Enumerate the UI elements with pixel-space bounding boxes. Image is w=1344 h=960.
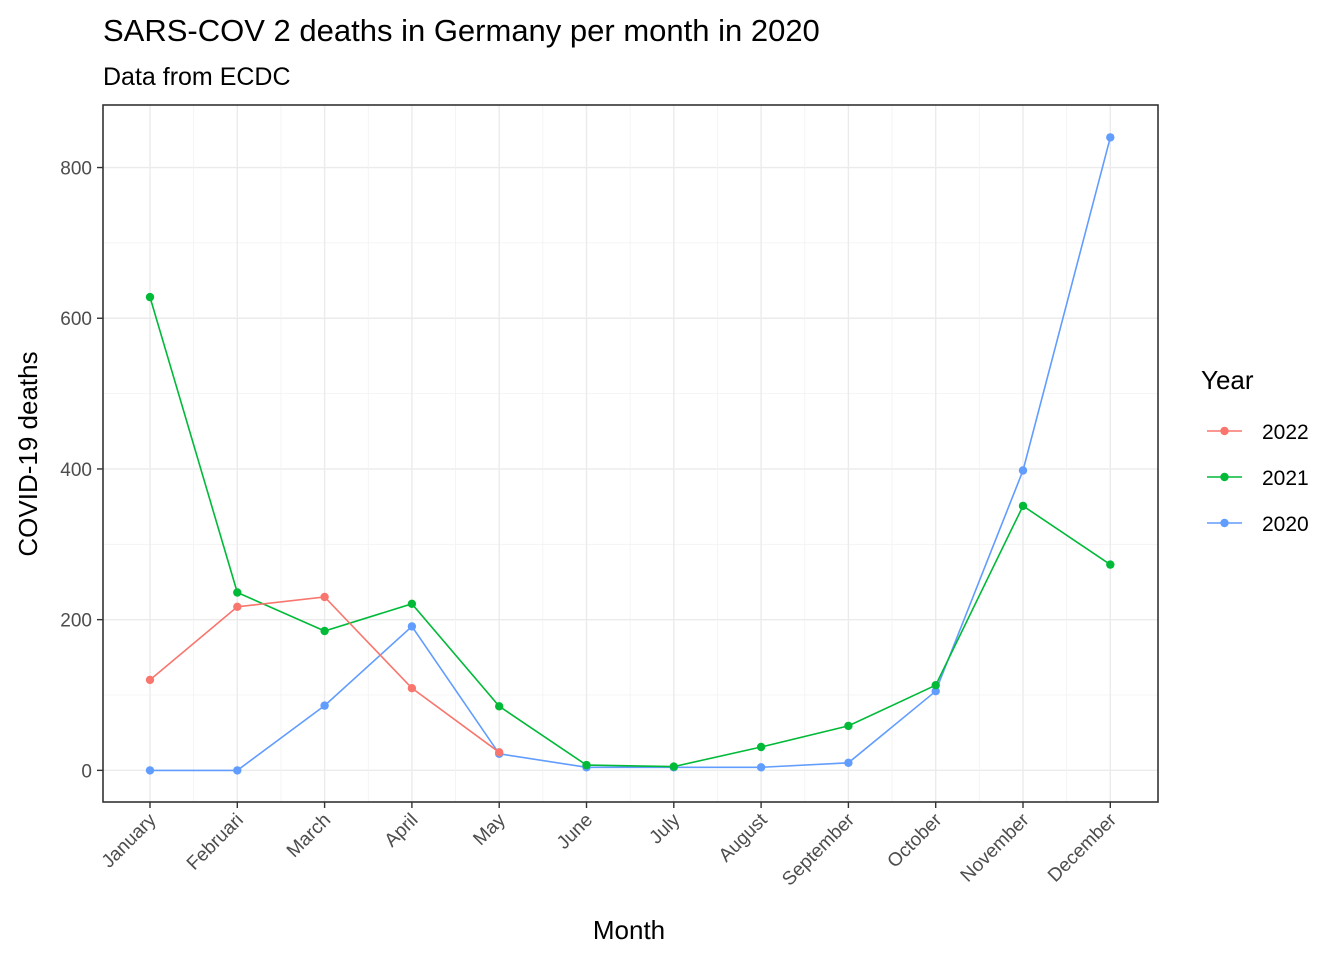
data-point-2020 (1106, 133, 1115, 142)
data-point-2021 (1106, 560, 1115, 569)
y-tick-label: 600 (60, 309, 92, 330)
data-point-2021 (844, 721, 853, 731)
data-point-2022 (320, 592, 329, 602)
data-point-2022 (233, 602, 242, 611)
legend-label: 2022 (1262, 421, 1309, 444)
x-tick-label: January (98, 809, 161, 872)
grid-lines (103, 105, 1158, 802)
x-tick-label: March (283, 810, 335, 862)
x-tick-label: July (646, 809, 685, 848)
data-point-2021 (1018, 501, 1028, 511)
legend-key-point (1220, 426, 1229, 436)
data-point-2021 (233, 588, 242, 597)
series-line-2021 (149, 296, 1111, 768)
legend-label: 2020 (1262, 513, 1309, 536)
chart-subtitle: Data from ECDC (103, 63, 291, 91)
y-tick-label: 400 (60, 460, 92, 481)
y-tick-label: 800 (60, 159, 92, 180)
y-axis-title: COVID-19 deaths (13, 351, 43, 556)
axes: 0 200 400 600 800 January Februari March April Ma… (60, 159, 1121, 891)
x-tick-label: August (715, 809, 772, 866)
data-point-2020 (1018, 466, 1028, 475)
data-point-2020 (407, 622, 417, 631)
legend-item-2021: 2021 (1207, 467, 1309, 490)
legend-key-point (1220, 518, 1229, 528)
data-point-2020 (320, 701, 329, 710)
legend-item-2020: 2020 (1207, 513, 1309, 536)
data-point-2022 (145, 675, 155, 685)
x-tick-label: May (469, 809, 510, 850)
legend-key-point (1220, 472, 1229, 482)
data-point-2021 (669, 762, 678, 771)
legend-label: 2021 (1262, 467, 1309, 490)
x-tick-label: November (957, 809, 1034, 886)
series-2022 (145, 592, 504, 757)
x-tick-label: October (884, 809, 947, 872)
data-point-2021 (407, 599, 417, 608)
x-axis-title: Month (593, 915, 665, 945)
data-point-2020 (233, 766, 242, 775)
data-point-2020 (844, 758, 853, 767)
y-tick-label: 0 (81, 761, 92, 782)
legend-item-2022: 2022 (1207, 421, 1309, 444)
legend-title: Year (1201, 365, 1254, 395)
x-tick-label: April (381, 810, 423, 852)
data-point-2021 (495, 702, 504, 711)
data-point-2020 (145, 766, 155, 775)
plot-border (102, 104, 1159, 803)
data-point-2021 (145, 292, 155, 302)
data-point-2021 (320, 626, 329, 636)
chart-title: SARS-COV 2 deaths in Germany per month i… (103, 13, 820, 48)
y-tick-label: 200 (60, 611, 92, 632)
data-point-2020 (931, 687, 940, 696)
data-point-2022 (407, 684, 417, 693)
x-tick-label: Februari (183, 810, 248, 875)
legend: Year 2022 2021 2020 (1201, 365, 1309, 536)
data-point-2021 (931, 681, 940, 690)
x-tick-label: December (1044, 809, 1121, 886)
data-point-2021 (756, 742, 766, 752)
x-tick-label: September (778, 809, 859, 890)
data-point-2021 (582, 760, 591, 770)
series-lines (145, 133, 1115, 775)
series-2021 (145, 292, 1115, 771)
data-point-2020 (756, 763, 766, 772)
x-tick-label: June (553, 810, 597, 854)
data-point-2022 (495, 748, 504, 757)
